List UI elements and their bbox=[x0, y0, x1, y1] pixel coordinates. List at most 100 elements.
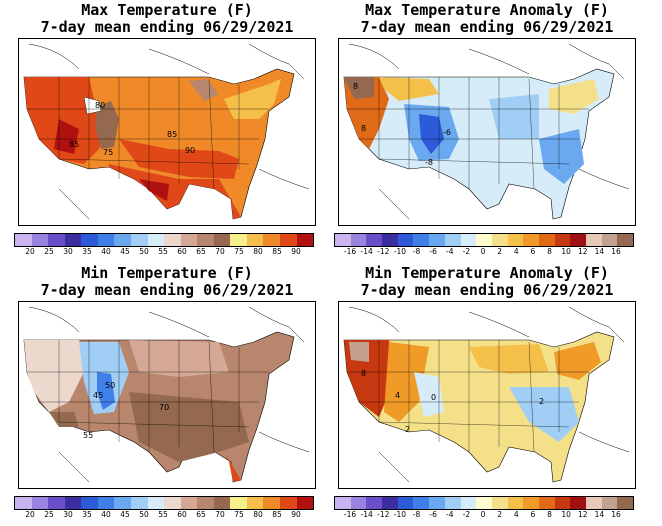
region-east-cool bbox=[509, 387, 579, 442]
colorbar-swatch bbox=[397, 234, 414, 246]
colorbar-swatch bbox=[280, 234, 297, 246]
region-hot-west bbox=[54, 119, 79, 154]
colorbar bbox=[14, 233, 314, 247]
colorbar-tick-label: -8 bbox=[412, 247, 421, 256]
colorbar-tick-label: 65 bbox=[196, 247, 206, 256]
colorbar-tick-label: 14 bbox=[594, 510, 605, 519]
region-great-lakes bbox=[189, 79, 219, 101]
colorbar-tick-label: 60 bbox=[177, 510, 187, 519]
panel-subtitle: 7-day mean ending 06/29/2021 bbox=[360, 18, 614, 36]
region-pnw-hottest bbox=[349, 342, 369, 362]
panel-title: Min Temperature Anomaly (F) bbox=[365, 264, 609, 282]
map-label: 50 bbox=[105, 381, 115, 390]
us-map-svg: 8 4 2 0 2 bbox=[343, 306, 630, 483]
colorbar-swatch bbox=[64, 497, 82, 509]
colorbar-swatch bbox=[81, 497, 98, 509]
colorbar-tick-label: 6 bbox=[530, 510, 536, 519]
colorbar-tick-label: -10 bbox=[393, 247, 406, 256]
colorbar-swatch bbox=[280, 497, 297, 509]
colorbar-tick-label: 55 bbox=[158, 510, 168, 519]
colorbar bbox=[14, 496, 314, 510]
colorbar-swatch bbox=[263, 234, 280, 246]
colorbar-swatch bbox=[366, 234, 383, 246]
map-label: -6 bbox=[443, 128, 451, 137]
panel-subtitle: 7-day mean ending 06/29/2021 bbox=[360, 281, 614, 299]
us-map-svg: 8 -8 -6 8 bbox=[343, 43, 630, 220]
colorbar-tick-label: 8 bbox=[547, 510, 552, 519]
colorbar-swatch bbox=[31, 497, 49, 509]
colorbar-tick-label: 35 bbox=[82, 247, 92, 256]
colorbar-swatch bbox=[197, 497, 214, 509]
colorbar-tick-label: 85 bbox=[272, 247, 282, 256]
colorbar-swatch bbox=[601, 234, 618, 246]
colorbar-swatch bbox=[507, 497, 524, 509]
colorbar-tick-label: 70 bbox=[215, 510, 225, 519]
colorbar-swatch bbox=[429, 234, 445, 246]
map-label: 80 bbox=[95, 101, 105, 110]
us-map: 80 85 75 85 90 bbox=[18, 38, 316, 226]
colorbar-swatch bbox=[64, 234, 82, 246]
map-label: 8 bbox=[361, 124, 366, 133]
colorbar-tick-label: -12 bbox=[377, 510, 390, 519]
colorbar-swatch bbox=[397, 497, 414, 509]
colorbar-tick-label: 14 bbox=[594, 247, 605, 256]
colorbar-swatch bbox=[147, 234, 165, 246]
colorbar-tick-label: 16 bbox=[611, 510, 621, 519]
colorbar-tick-label: -14 bbox=[360, 510, 373, 519]
colorbar-swatch bbox=[460, 234, 477, 246]
colorbar-tick-label: -4 bbox=[446, 247, 454, 256]
colorbar-swatch bbox=[538, 234, 555, 246]
colorbar-tick-label: 35 bbox=[82, 510, 92, 519]
colorbar-swatch bbox=[296, 234, 314, 246]
colorbar-swatch bbox=[246, 234, 264, 246]
colorbar-swatch bbox=[554, 234, 571, 246]
coastlines bbox=[348, 43, 630, 220]
colorbar-tick-label: -14 bbox=[360, 247, 373, 256]
colorbar-tick-label: 25 bbox=[44, 510, 54, 519]
colorbar-tick-label: 50 bbox=[139, 510, 149, 519]
colorbar-swatch bbox=[213, 234, 231, 246]
coastlines bbox=[348, 306, 630, 483]
colorbar-tick-label: 60 bbox=[177, 247, 187, 256]
colorbar-tick-label: 40 bbox=[101, 510, 111, 519]
state-lines bbox=[347, 77, 589, 190]
colorbar-swatch bbox=[81, 234, 98, 246]
colorbar-tick-label: 80 bbox=[253, 247, 263, 256]
map-label: 2 bbox=[405, 425, 410, 434]
colorbar-swatch bbox=[366, 497, 383, 509]
region-ne-warm bbox=[549, 79, 599, 114]
colorbar-swatch bbox=[246, 497, 264, 509]
panel-title: Max Temperature (F) bbox=[81, 1, 253, 19]
colorbar-swatch bbox=[523, 497, 539, 509]
colorbar-tick-label: 70 bbox=[215, 247, 225, 256]
colorbar-swatch bbox=[31, 234, 49, 246]
colorbar-tick-label: 0 bbox=[480, 247, 486, 256]
colorbar-ticks: 20 25 30 35 40 45 50 55 60 65 70 75 80 85 90 bbox=[14, 510, 314, 520]
region-south bbox=[109, 164, 241, 219]
panel-max-temp: Max Temperature (F) 7-day mean ending 06… bbox=[12, 0, 322, 256]
colorbar-swatch bbox=[491, 234, 508, 246]
map-label: 8 bbox=[353, 82, 358, 91]
colorbar-tick-label: 20 bbox=[25, 247, 35, 256]
colorbar-swatch bbox=[350, 497, 367, 509]
map-label: 55 bbox=[83, 431, 93, 440]
colorbar-swatch bbox=[476, 497, 492, 509]
map-label: 90 bbox=[185, 146, 195, 155]
colorbar-ticks: -16 -14 -12 -10 -8 -6 -4 -2 0 2 4 6 8 10 12 14 16 bbox=[334, 510, 634, 520]
colorbar-swatch bbox=[507, 234, 524, 246]
us-map-svg: 50 70 55 45 bbox=[23, 306, 310, 483]
colorbar-tick-label: -12 bbox=[377, 247, 390, 256]
colorbar-swatch bbox=[444, 497, 461, 509]
colorbar-tick-label: -6 bbox=[429, 510, 437, 519]
map-label: 2 bbox=[539, 397, 544, 406]
colorbar-tick-label: 30 bbox=[63, 247, 73, 256]
colorbar-swatch bbox=[114, 497, 131, 509]
colorbar-swatch bbox=[335, 497, 351, 509]
region-florida bbox=[224, 452, 241, 482]
label-box bbox=[83, 96, 102, 115]
colorbar-tick-label: 75 bbox=[234, 247, 244, 256]
state-lines bbox=[347, 340, 589, 453]
colorbar-swatch bbox=[617, 497, 634, 509]
map-label: 4 bbox=[395, 391, 400, 400]
region-se-cool bbox=[539, 129, 584, 184]
